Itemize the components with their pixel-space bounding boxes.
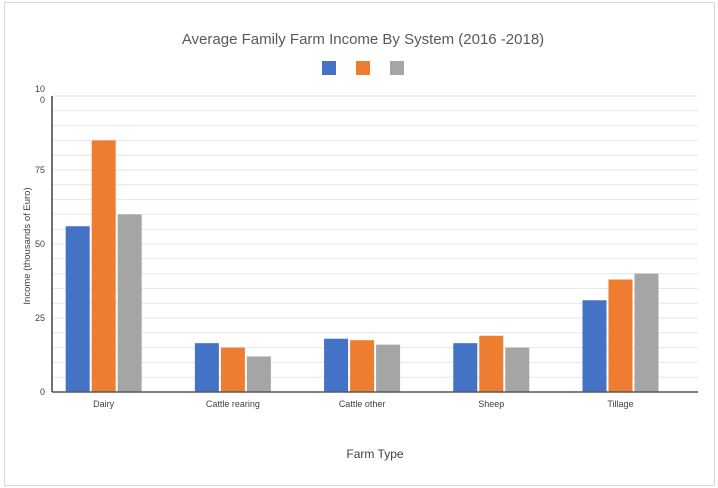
bar [324,338,349,392]
legend-swatch [390,61,404,75]
bar [220,347,245,392]
x-tick-label: Sheep [478,399,504,409]
bar [246,356,271,392]
y-tick-label: 50 [35,239,45,249]
bar [608,279,633,392]
x-tick-label: Cattle other [339,399,386,409]
legend-swatch [356,61,370,75]
bar [479,335,504,392]
y-tick-label: 0 [40,387,45,397]
bars [65,140,659,392]
bar [453,343,478,392]
bar [65,226,90,392]
bar [350,340,375,392]
bar [582,300,607,392]
chart-legend [322,61,404,75]
bar [505,347,530,392]
bar [194,343,219,392]
y-tick-label: 75 [35,165,45,175]
y-tick-label: 25 [35,313,45,323]
legend-swatch [322,61,336,75]
bar [117,214,142,392]
bar [91,140,116,392]
x-tick-label: Tillage [607,399,633,409]
chart-title: Average Family Farm Income By System (20… [182,31,544,48]
x-tick-label: Cattle rearing [206,399,260,409]
x-tick-label: Dairy [93,399,115,409]
bar [634,273,659,392]
x-axis: Dairy Cattle rearing Cattle other Sheep Till… [52,391,698,409]
bar [376,344,401,392]
x-axis-label: Farm Type [346,447,403,461]
y-axis-label: Income (thousands of Euro) [22,187,33,304]
y-tick-label: 10 [35,84,45,94]
y-tick-label: 0 [40,95,45,105]
